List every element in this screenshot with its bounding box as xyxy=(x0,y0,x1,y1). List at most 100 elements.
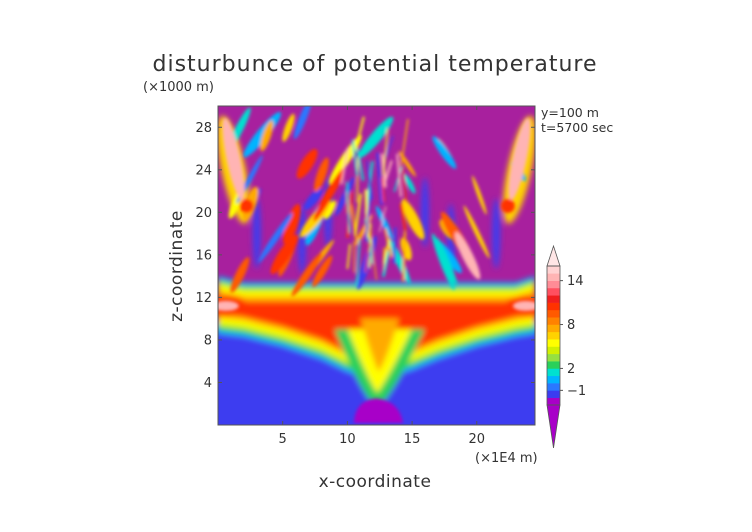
colorbar-segment xyxy=(547,339,560,347)
field-central-streak xyxy=(340,148,349,185)
field-central-streak xyxy=(356,157,359,203)
field-wave-lobe xyxy=(312,255,333,288)
field-central-streak xyxy=(364,243,370,273)
y-axis: 4 8 12 16 20 24 28 xyxy=(195,121,535,391)
field-central-streak xyxy=(355,116,365,146)
field-central-streak xyxy=(346,191,353,238)
colorbar: −1 2 8 14 xyxy=(546,244,586,449)
field-wave-lobe xyxy=(260,120,274,152)
field-central-streak xyxy=(399,203,407,231)
field-corner-hot xyxy=(508,118,531,201)
field-edge-hot xyxy=(218,300,239,311)
colorbar-tick-label: −1 xyxy=(567,384,586,399)
field-plume-orange xyxy=(360,318,400,372)
colorbar-segment xyxy=(547,280,560,289)
colorbar-segment xyxy=(547,295,560,303)
colorbar-under-arrow xyxy=(546,404,561,449)
field-cold-column xyxy=(492,198,501,269)
colorbar-segment xyxy=(547,266,560,274)
plot-frame xyxy=(217,105,536,426)
field-central-streak xyxy=(400,118,409,166)
colorbar-segment xyxy=(547,397,560,406)
field-central-streak xyxy=(382,160,393,186)
field-central-streak xyxy=(382,128,389,176)
field-warm-spot xyxy=(500,198,515,213)
colorbar-segment xyxy=(547,309,560,318)
colorbar-segment xyxy=(547,273,560,281)
field-central-streak xyxy=(401,165,407,202)
field-central-streak xyxy=(356,147,365,181)
plot-area xyxy=(218,106,535,425)
chart-title: disturbunce of potential temperature xyxy=(153,52,598,77)
x-axis: 5 10 15 20 xyxy=(279,106,485,447)
field-central-streak xyxy=(351,139,359,177)
field-central-streak xyxy=(380,177,385,202)
colorbar-segment xyxy=(547,324,560,333)
field-central-streak xyxy=(393,166,403,193)
colorbar-segment xyxy=(547,390,560,398)
colorbar-segment xyxy=(547,368,560,377)
x-tick-label: 5 xyxy=(279,432,287,447)
colorbar-tick-label: 8 xyxy=(567,318,575,333)
field-corner-hot xyxy=(222,118,245,201)
field-cold-column xyxy=(252,198,261,269)
colorbar-segment xyxy=(547,361,560,369)
colorbar-segment xyxy=(547,287,560,296)
field-central-streak xyxy=(382,238,391,264)
field-wave-lobe xyxy=(401,199,425,240)
field-wave-lobe xyxy=(431,233,455,291)
field-wave-lobe xyxy=(324,200,337,220)
colorbar-segment xyxy=(547,317,560,325)
colorbar-segment xyxy=(547,383,560,391)
field-wave-lobe xyxy=(291,253,322,297)
field-warm-spot xyxy=(239,198,254,213)
y-tick-label: 24 xyxy=(195,163,212,178)
y-axis-label: z-coordinate xyxy=(167,210,187,322)
colorbar-segment xyxy=(547,353,560,362)
field-central-streak xyxy=(369,228,378,280)
field-wave-lobe xyxy=(432,136,457,169)
colorbar-segment xyxy=(547,375,560,384)
field-central-streak xyxy=(346,243,351,270)
field-wave-lobe xyxy=(400,237,412,261)
field-wave-lobe xyxy=(282,113,295,142)
field-wave-lobe xyxy=(403,173,416,194)
field-central-streak xyxy=(353,193,362,236)
field-central-streak xyxy=(364,190,372,242)
y-tick-label: 4 xyxy=(204,376,212,391)
field-central-streak xyxy=(392,227,397,264)
field-wave-lobe xyxy=(463,205,490,259)
field-wave-lobe xyxy=(293,106,312,140)
y-tick-label: 12 xyxy=(195,291,212,306)
z-unit-label: (×1000 m) xyxy=(143,80,214,95)
x-tick-label: 20 xyxy=(469,432,486,447)
field-layer-detail xyxy=(218,106,535,423)
field-wave-lobe xyxy=(375,205,393,240)
y-tick-label: 16 xyxy=(195,248,212,263)
field-wave-lobe xyxy=(358,116,394,159)
colorbar-tick-label: 14 xyxy=(567,274,584,289)
field-cold-column xyxy=(298,203,307,274)
field-wave-lobe xyxy=(296,149,318,179)
x-axis-label: x-coordinate xyxy=(319,472,432,492)
info-line-1: y=100 m xyxy=(541,105,599,120)
field-wave-lobe xyxy=(303,188,323,210)
colorbar-segment xyxy=(547,302,560,311)
x-unit-label: (×1E4 m) xyxy=(475,451,538,466)
colorbar-tick-label: 2 xyxy=(567,362,575,377)
field-central-streak xyxy=(384,135,394,159)
x-tick-label: 10 xyxy=(339,432,356,447)
field-wave-lobe xyxy=(258,212,293,263)
field-central-streak xyxy=(345,181,351,234)
field-central-streak xyxy=(355,239,361,287)
field-wave-lobe xyxy=(314,157,329,192)
field-bottom-dome xyxy=(353,398,404,423)
colorbar-segment xyxy=(547,331,560,340)
colorbar-segment xyxy=(547,346,560,355)
field-central-streak xyxy=(396,153,403,198)
colorbar-frame xyxy=(546,265,561,406)
colorbar-over-arrow xyxy=(546,244,561,267)
y-tick-label: 20 xyxy=(195,206,212,221)
